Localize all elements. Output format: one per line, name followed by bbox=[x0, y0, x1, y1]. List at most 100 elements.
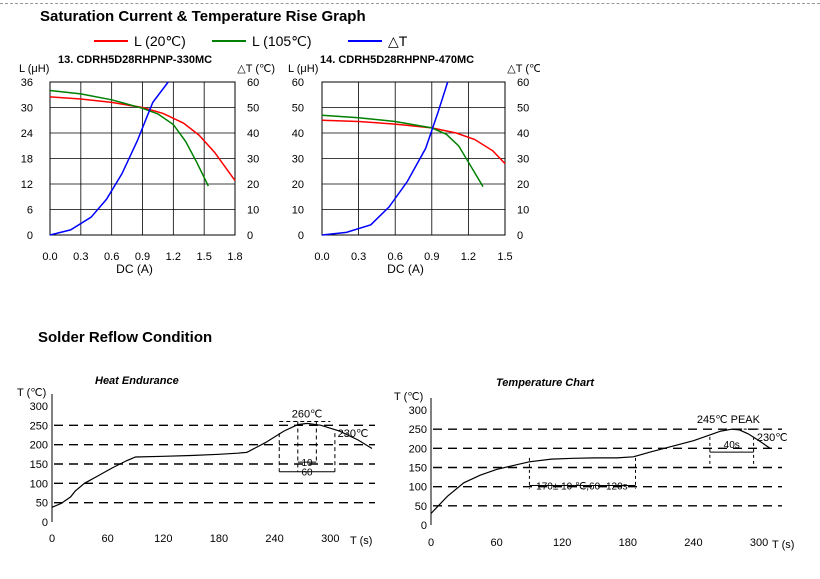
x-tick-label: 0 bbox=[428, 537, 434, 549]
chart-title: 14. CDRH5D28RHPNP-470MC bbox=[320, 54, 474, 66]
y-tick-label: 10 bbox=[292, 205, 304, 217]
y2-tick-label: 0 bbox=[247, 230, 253, 242]
y-tick-label: 250 bbox=[409, 424, 427, 436]
chart-title: Temperature Chart bbox=[496, 377, 595, 389]
x-tick-label: 120 bbox=[553, 537, 571, 549]
y2-tick-label: 40 bbox=[517, 128, 529, 140]
x-tick-label: 120 bbox=[154, 533, 172, 545]
y-tick-label: 0 bbox=[42, 517, 48, 529]
x-tick-label: 0.6 bbox=[388, 251, 403, 263]
annotation-peak: 260℃ bbox=[292, 408, 323, 420]
y-tick-label: 12 bbox=[21, 179, 33, 191]
legend-label-dt: △T bbox=[388, 32, 408, 49]
y-tick-label: 150 bbox=[409, 463, 427, 475]
legend-item-l20: L (20℃) bbox=[94, 31, 186, 51]
annotation-40s: 40s bbox=[724, 440, 740, 451]
y-tick-label: 0 bbox=[27, 230, 33, 242]
x-tick-label: 1.2 bbox=[166, 251, 181, 263]
y-tick-label: 50 bbox=[415, 501, 427, 513]
y-tick-label: 30 bbox=[21, 103, 33, 115]
x-tick-label: 1.5 bbox=[497, 251, 512, 263]
annotation-230: 230℃ bbox=[338, 428, 369, 440]
y-tick-label: 150 bbox=[30, 459, 48, 471]
y-axis-label: L (μH) bbox=[19, 63, 49, 75]
x-axis-label: DC (A) bbox=[387, 262, 424, 276]
y2-tick-label: 60 bbox=[517, 77, 529, 89]
y-tick-label: 36 bbox=[21, 77, 33, 89]
legend: L (20℃) L (105℃) △T bbox=[94, 31, 454, 51]
x-tick-label: 60 bbox=[102, 533, 114, 545]
y2-tick-label: 20 bbox=[517, 179, 529, 191]
x-tick-label: 240 bbox=[684, 537, 702, 549]
legend-swatch-dt bbox=[348, 40, 382, 42]
reflow-title: Solder Reflow Condition bbox=[38, 329, 213, 346]
x-axis-label: T (s) bbox=[350, 535, 372, 547]
legend-swatch-l20 bbox=[94, 40, 128, 42]
legend-label-l105: L (105℃) bbox=[252, 32, 312, 49]
y2-tick-label: 30 bbox=[517, 154, 529, 166]
x-tick-label: 0.0 bbox=[42, 251, 57, 263]
y2-tick-label: 40 bbox=[247, 128, 259, 140]
y-axis-label: L (μH) bbox=[288, 63, 318, 75]
y-tick-label: 6 bbox=[27, 205, 33, 217]
y-tick-label: 24 bbox=[21, 128, 33, 140]
y2-tick-label: 30 bbox=[247, 154, 259, 166]
x-tick-label: 180 bbox=[210, 533, 228, 545]
annotation-60: 60 bbox=[302, 468, 314, 479]
y-tick-label: 300 bbox=[409, 405, 427, 417]
y-tick-label: 18 bbox=[21, 154, 33, 166]
x-tick-label: 0 bbox=[49, 533, 55, 545]
annotation-soak: 170± 10 ℃,60~120s bbox=[536, 482, 628, 493]
legend-swatch-l105 bbox=[212, 40, 246, 42]
x-tick-label: 0.6 bbox=[104, 251, 119, 263]
x-tick-label: 1.2 bbox=[461, 251, 476, 263]
y2-tick-label: 60 bbox=[247, 77, 259, 89]
profile-line bbox=[51, 422, 373, 508]
annotation-10: 10 bbox=[302, 458, 314, 469]
y-tick-label: 50 bbox=[292, 103, 304, 115]
y-tick-label: 60 bbox=[292, 77, 304, 89]
legend-item-l105: L (105℃) bbox=[212, 31, 312, 51]
legend-label-l20: L (20℃) bbox=[134, 32, 186, 49]
annotation-230: 230℃ bbox=[757, 432, 788, 444]
y2-tick-label: 50 bbox=[247, 103, 259, 115]
y-tick-label: 300 bbox=[30, 401, 48, 413]
x-tick-label: 0.0 bbox=[314, 251, 329, 263]
x-tick-label: 1.5 bbox=[197, 251, 212, 263]
x-tick-label: 180 bbox=[619, 537, 637, 549]
chart-body: 0 10 20 30 40 50 60 0 10 20 30 40 50 60 0.0 0.3 0.6 0.9 1.… bbox=[288, 54, 540, 276]
x-tick-label: 300 bbox=[750, 537, 768, 549]
series-line bbox=[321, 114, 484, 187]
y2-tick-label: 10 bbox=[247, 205, 259, 217]
chart-title: Heat Endurance bbox=[95, 375, 179, 387]
y2-tick-label: 10 bbox=[517, 205, 529, 217]
y-axis-label: T (℃) bbox=[394, 391, 423, 403]
y-axis-label: T (℃) bbox=[17, 387, 46, 399]
y2-tick-label: 0 bbox=[517, 230, 523, 242]
x-tick-label: 0.9 bbox=[424, 251, 439, 263]
y2-axis-label: △T (℃) bbox=[237, 63, 275, 75]
x-tick-label: 0.3 bbox=[351, 251, 366, 263]
series-line bbox=[49, 89, 209, 187]
x-tick-label: 300 bbox=[321, 533, 339, 545]
y2-tick-label: 50 bbox=[517, 103, 529, 115]
y-tick-label: 200 bbox=[409, 443, 427, 455]
chart-heat-endurance: 0 50 100 150 200 250 300 0 60 120 180 240 300 T (s) T … bbox=[17, 375, 375, 547]
x-tick-label: 240 bbox=[265, 533, 283, 545]
x-tick-label: 0.9 bbox=[135, 251, 150, 263]
series-line bbox=[49, 81, 169, 236]
x-tick-label: 1.8 bbox=[227, 251, 242, 263]
y-tick-label: 250 bbox=[30, 420, 48, 432]
y-tick-label: 20 bbox=[292, 179, 304, 191]
y2-tick-label: 20 bbox=[247, 179, 259, 191]
y-tick-label: 100 bbox=[409, 482, 427, 494]
y2-axis-label: △T (℃) bbox=[507, 63, 540, 75]
x-tick-label: 0.3 bbox=[73, 251, 88, 263]
x-tick-label: 60 bbox=[490, 537, 502, 549]
legend-item-dt: △T bbox=[348, 31, 407, 51]
x-axis-label: T (s) bbox=[772, 539, 794, 551]
y-tick-label: 0 bbox=[298, 230, 304, 242]
chart-temperature: 0 50 100 150 200 250 300 0 60 120 180 240 300 T (s) T … bbox=[394, 377, 794, 551]
profile-line bbox=[430, 428, 771, 514]
top-divider bbox=[0, 3, 820, 4]
